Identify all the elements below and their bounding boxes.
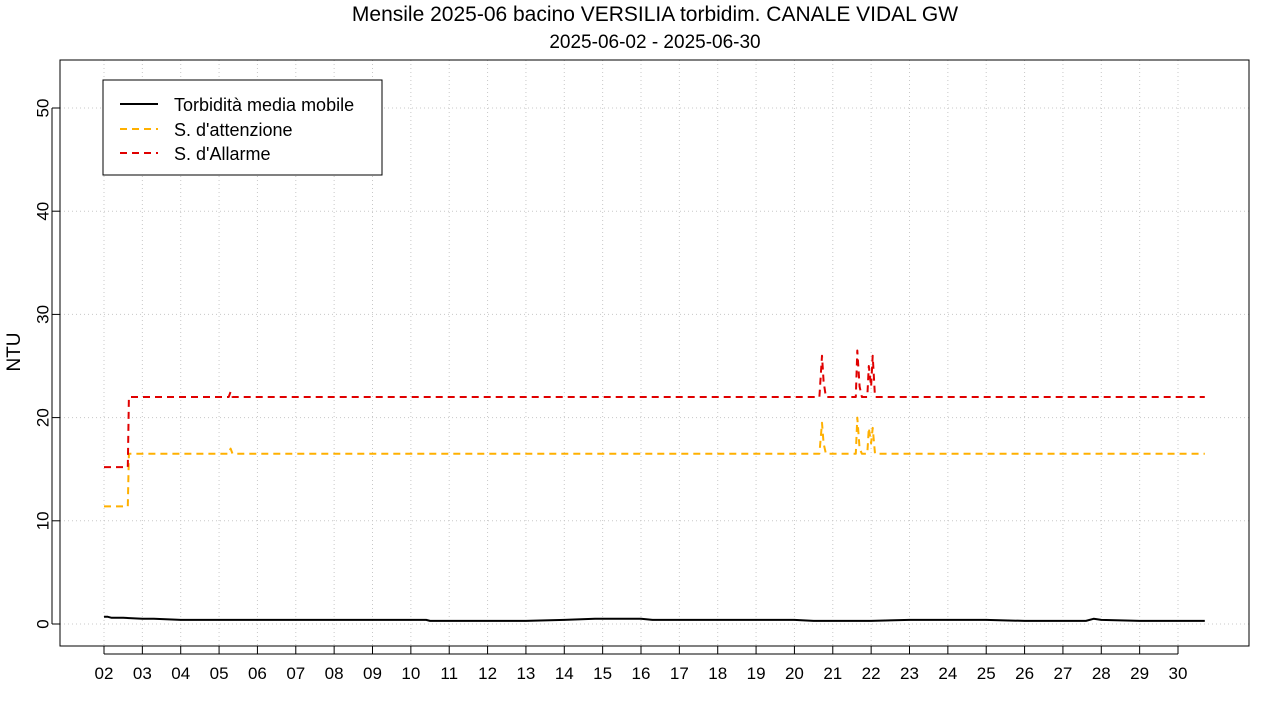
x-tick-label-21: 21 bbox=[823, 664, 842, 683]
y-tick-label-10: 10 bbox=[33, 511, 52, 530]
x-tick-label-24: 24 bbox=[938, 664, 957, 683]
y-tick-label-20: 20 bbox=[33, 408, 52, 427]
x-tick-label-02: 02 bbox=[95, 664, 114, 683]
legend-entry-0: Torbidità media mobile bbox=[174, 95, 354, 115]
x-axis: 02 03 04 05 06 07 08 09 10 11 12 13 14 15 16 17 18 19 20 21… bbox=[95, 646, 1188, 683]
x-tick-label-10: 10 bbox=[401, 664, 420, 683]
series-lines bbox=[104, 349, 1205, 622]
y-tick-label-0: 0 bbox=[33, 619, 52, 628]
x-tick-label-07: 07 bbox=[286, 664, 305, 683]
x-tick-label-30: 30 bbox=[1169, 664, 1188, 683]
x-tick-label-06: 06 bbox=[248, 664, 267, 683]
x-tick-label-26: 26 bbox=[1015, 664, 1034, 683]
legend: Torbidità media mobile S. d'attenzione S… bbox=[102, 79, 383, 176]
x-tick-label-25: 25 bbox=[977, 664, 996, 683]
x-tick-label-23: 23 bbox=[900, 664, 919, 683]
x-tick-label-19: 19 bbox=[747, 664, 766, 683]
x-tick-label-11: 11 bbox=[440, 664, 458, 683]
x-tick-label-29: 29 bbox=[1130, 664, 1149, 683]
y-axis-label: NTU bbox=[4, 332, 25, 371]
x-tick-label-18: 18 bbox=[708, 664, 727, 683]
y-tick-label-30: 30 bbox=[33, 305, 52, 324]
series-line-2 bbox=[104, 349, 1205, 469]
x-tick-label-14: 14 bbox=[555, 664, 574, 683]
x-tick-label-08: 08 bbox=[325, 664, 344, 683]
chart-subtitle: 2025-06-02 - 2025-06-30 bbox=[549, 32, 760, 53]
x-tick-label-27: 27 bbox=[1053, 664, 1072, 683]
chart-title: Mensile 2025-06 bacino VERSILIA torbidim… bbox=[352, 3, 958, 26]
x-tick-label-22: 22 bbox=[862, 664, 881, 683]
x-tick-label-12: 12 bbox=[478, 664, 497, 683]
x-tick-label-09: 09 bbox=[363, 664, 382, 683]
legend-box bbox=[102, 79, 383, 176]
legend-entry-1: S. d'attenzione bbox=[174, 120, 293, 140]
legend-entry-2: S. d'Allarme bbox=[174, 144, 270, 164]
x-tick-label-20: 20 bbox=[785, 664, 804, 683]
x-tick-label-16: 16 bbox=[632, 664, 651, 683]
x-tick-label-04: 04 bbox=[171, 664, 190, 683]
series-line-0 bbox=[104, 615, 1205, 622]
gridlines bbox=[60, 60, 1249, 646]
x-tick-label-17: 17 bbox=[670, 664, 689, 683]
x-tick-label-13: 13 bbox=[516, 664, 535, 683]
x-tick-label-05: 05 bbox=[210, 664, 229, 683]
y-tick-label-40: 40 bbox=[33, 202, 52, 221]
plot-frame bbox=[59, 59, 1250, 647]
y-tick-label-50: 50 bbox=[33, 99, 52, 118]
x-tick-label-28: 28 bbox=[1092, 664, 1111, 683]
y-axis: 0 10 20 30 40 50 bbox=[33, 99, 60, 629]
series-line-1 bbox=[104, 416, 1205, 508]
x-tick-label-15: 15 bbox=[593, 664, 612, 683]
x-tick-label-03: 03 bbox=[133, 664, 152, 683]
